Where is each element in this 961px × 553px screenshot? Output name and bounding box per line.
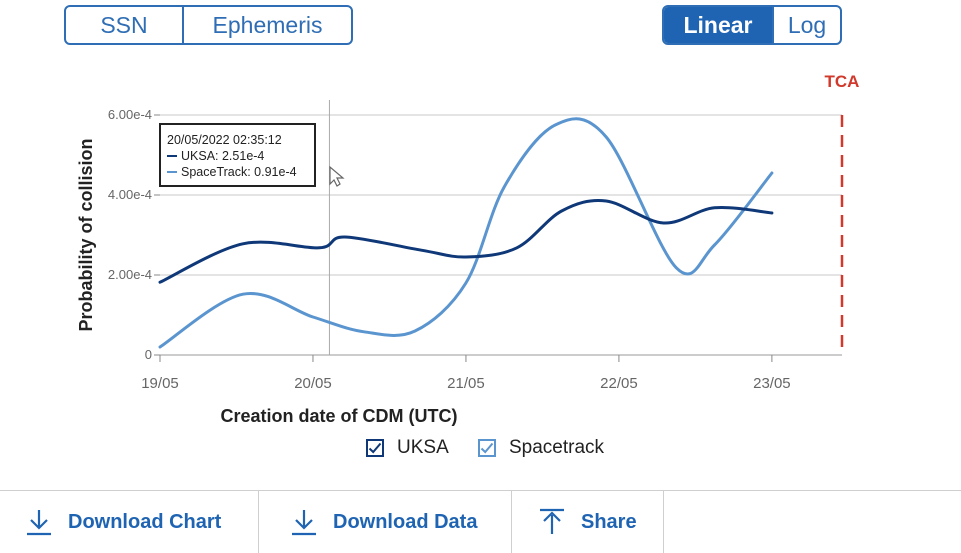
legend-uksa-label: UKSA — [397, 437, 449, 458]
download-icon — [24, 507, 54, 537]
linear-option[interactable]: Linear — [664, 7, 772, 43]
share-button[interactable]: Share — [537, 491, 637, 553]
tooltip-spacetrack-row: SpaceTrack: 0.91e-4 — [167, 164, 308, 180]
x-tick-label: 19/05 — [141, 375, 179, 392]
upload-icon — [537, 507, 567, 537]
legend-spacetrack[interactable]: Spacetrack — [478, 437, 604, 459]
mouse-cursor-icon — [329, 165, 345, 187]
y-tick-label: 2.00e-4 — [108, 267, 152, 282]
spacetrack-swatch — [167, 171, 177, 173]
collision-probability-chart: 0 2.00e-4 4.00e-4 6.00e-4 19/05 20/05 21/05 22/… — [76, 72, 860, 426]
action-divider — [258, 491, 259, 553]
download-chart-button[interactable]: Download Chart — [24, 491, 221, 553]
tooltip-date: 20/05/2022 02:35:12 — [167, 133, 282, 147]
uksa-checkbox-icon[interactable] — [366, 439, 384, 457]
download-data-label: Download Data — [333, 510, 478, 533]
y-tick-label: 0 — [145, 347, 152, 362]
x-tick-label: 22/05 — [600, 375, 638, 392]
x-tick-label: 21/05 — [447, 375, 485, 392]
download-data-button[interactable]: Download Data — [289, 491, 477, 553]
log-option[interactable]: Log — [772, 7, 840, 43]
x-tick-label: 23/05 — [753, 375, 791, 392]
ephemeris-option[interactable]: Ephemeris — [182, 7, 351, 43]
x-axis-title: Creation date of CDM (UTC) — [221, 406, 458, 426]
series-line-spacetrack — [158, 117, 774, 349]
tooltip-uksa-row: UKSA: 2.51e-4 — [167, 148, 308, 164]
series-line-uksa — [158, 199, 774, 284]
chart-tooltip: 20/05/2022 02:35:12 UKSA: 2.51e-4 SpaceT… — [159, 123, 316, 187]
x-tick-label: 20/05 — [294, 375, 332, 392]
scale-toggle: Linear Log — [662, 5, 842, 45]
source-toggle: SSN Ephemeris — [64, 5, 353, 45]
uksa-swatch — [167, 155, 177, 157]
share-label: Share — [581, 510, 637, 533]
legend-spacetrack-label: Spacetrack — [509, 437, 605, 458]
action-divider — [511, 491, 512, 553]
download-icon — [289, 507, 319, 537]
tooltip-spacetrack-value: SpaceTrack: 0.91e-4 — [181, 165, 297, 179]
action-bar: Download Chart Download Data Share — [0, 490, 961, 553]
download-chart-label: Download Chart — [68, 510, 222, 533]
action-divider — [663, 491, 664, 553]
spacetrack-checkbox-icon[interactable] — [478, 439, 496, 457]
ssn-option[interactable]: SSN — [100, 11, 148, 38]
y-axis-title: Probability of collision — [76, 138, 96, 331]
y-tick-label: 6.00e-4 — [108, 107, 152, 122]
y-tick-label: 4.00e-4 — [108, 187, 152, 202]
legend-uksa[interactable]: UKSA — [366, 437, 449, 459]
tooltip-uksa-value: UKSA: 2.51e-4 — [181, 149, 265, 163]
tca-label: TCA — [825, 72, 860, 91]
